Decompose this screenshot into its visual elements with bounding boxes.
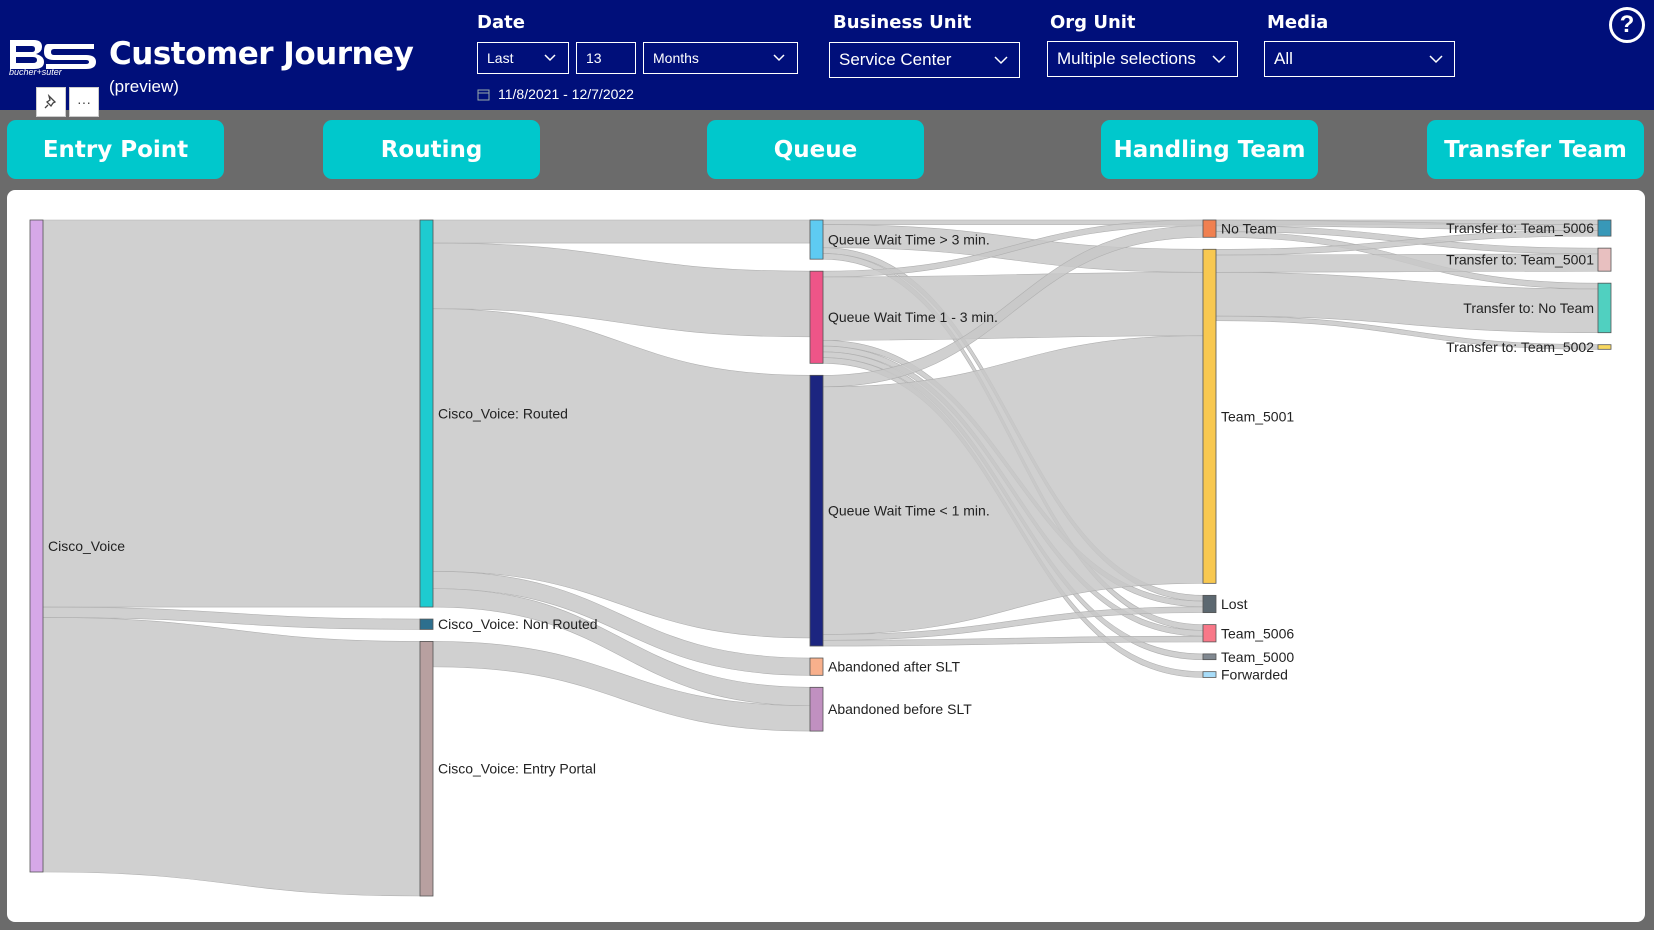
stage-transfer-team: Transfer Team <box>1427 120 1644 179</box>
sankey-label-nonrouted: Cisco_Voice: Non Routed <box>438 616 598 632</box>
pin-button[interactable] <box>36 87 66 117</box>
sankey-label-noteam: No Team <box>1221 221 1277 237</box>
pin-icon <box>44 94 57 109</box>
business-unit-value: Service Center <box>839 50 952 69</box>
sankey-node-portal[interactable] <box>419 641 434 897</box>
sankey-node-noteam[interactable] <box>1202 219 1217 238</box>
page-subtitle: (preview) <box>109 77 179 96</box>
sankey-label-tr5001: Transfer to: Team_5001 <box>1446 252 1594 268</box>
calendar-icon <box>477 89 490 101</box>
sankey-label-fwd: Forwarded <box>1221 667 1288 683</box>
sankey-node-routed[interactable] <box>419 219 434 608</box>
org-unit-select[interactable]: Multiple selections <box>1047 41 1238 77</box>
media-value: All <box>1274 49 1293 68</box>
sankey-node-tr5006[interactable] <box>1597 219 1612 237</box>
sankey-link-cv-portal[interactable] <box>42 617 421 897</box>
sankey-label-abB: Abandoned before SLT <box>828 701 972 717</box>
sankey-label-q1: Queue Wait Time < 1 min. <box>828 503 990 519</box>
sankey-links <box>42 219 1599 897</box>
sankey-label-lost: Lost <box>1221 596 1248 612</box>
more-options-button[interactable]: ··· <box>69 87 99 117</box>
business-unit-select[interactable]: Service Center <box>829 42 1020 78</box>
sankey-label-q3: Queue Wait Time > 3 min. <box>828 232 990 248</box>
date-count-input[interactable]: 13 <box>576 42 636 74</box>
sankey-label-tr5006: Transfer to: Team_5006 <box>1446 220 1594 236</box>
sankey-node-tr5002[interactable] <box>1597 344 1612 350</box>
sankey-node-trno[interactable] <box>1597 282 1612 334</box>
chevron-down-icon <box>773 54 785 62</box>
page-title: Customer Journey <box>109 36 414 72</box>
sankey-chart: Cisco_Voice Cisco_Voice: Routed Cisco_Voic… <box>29 219 1612 897</box>
sankey-node-t5006[interactable] <box>1202 624 1217 643</box>
date-unit-select[interactable]: Months <box>643 42 798 74</box>
date-range-text: 11/8/2021 - 12/7/2022 <box>498 86 634 102</box>
media-select[interactable]: All <box>1264 41 1455 77</box>
business-unit-label: Business Unit <box>833 12 972 33</box>
chevron-down-icon <box>1212 55 1226 64</box>
chevron-down-icon <box>994 56 1008 65</box>
date-unit-value: Months <box>653 50 699 66</box>
sankey-node-abA[interactable] <box>809 657 824 676</box>
sankey-label-t5001: Team_5001 <box>1221 408 1294 424</box>
stage-routing: Routing <box>323 120 540 179</box>
svg-text:bucher+suter: bucher+suter <box>9 67 63 76</box>
stage-queue: Queue <box>707 120 924 179</box>
sankey-node-fwd[interactable] <box>1202 671 1217 678</box>
sankey-node-t5000[interactable] <box>1202 653 1217 661</box>
sankey-node-q13[interactable] <box>809 270 824 364</box>
sankey-label-portal: Cisco_Voice: Entry Portal <box>438 761 596 777</box>
sankey-label-trno: Transfer to: No Team <box>1463 300 1594 316</box>
date-mode-value: Last <box>487 50 514 66</box>
date-mode-select[interactable]: Last <box>477 42 569 74</box>
sankey-label-abA: Abandoned after SLT <box>828 659 961 675</box>
stage-entry-point: Entry Point <box>7 120 224 179</box>
help-button[interactable]: ? <box>1609 7 1645 43</box>
media-label: Media <box>1267 12 1329 33</box>
sankey-node-lost[interactable] <box>1202 594 1217 614</box>
stage-handling-team: Handling Team <box>1101 120 1318 179</box>
sankey-node-abB[interactable] <box>809 686 824 732</box>
bucher-suter-logo: bucher+suter <box>9 40 96 76</box>
sankey-label-tr5002: Transfer to: Team_5002 <box>1446 339 1594 355</box>
sankey-canvas: Cisco_Voice Cisco_Voice: Routed Cisco_Voic… <box>7 190 1645 922</box>
chevron-down-icon <box>1429 55 1443 64</box>
sankey-label-t5000: Team_5000 <box>1221 649 1294 665</box>
sankey-label-q13: Queue Wait Time 1 - 3 min. <box>828 309 998 325</box>
sankey-node-q3[interactable] <box>809 219 824 260</box>
sankey-node-t5001[interactable] <box>1202 248 1217 584</box>
chevron-down-icon <box>544 54 556 62</box>
sankey-link-routed-q3[interactable] <box>432 219 811 244</box>
sankey-node-tr5001[interactable] <box>1597 247 1612 272</box>
date-label: Date <box>477 12 525 33</box>
sankey-label-t5006: Team_5006 <box>1221 625 1294 641</box>
sankey-label-routed: Cisco_Voice: Routed <box>438 406 568 422</box>
sankey-node-nonrouted[interactable] <box>419 618 434 630</box>
date-count-value: 13 <box>586 50 602 66</box>
sankey-node-q1[interactable] <box>809 374 824 647</box>
sankey-node-cv[interactable] <box>29 219 44 873</box>
sankey-label-cv: Cisco_Voice <box>48 538 125 554</box>
sankey-nodes: Cisco_Voice Cisco_Voice: Routed Cisco_Voic… <box>29 219 1612 897</box>
org-unit-label: Org Unit <box>1050 12 1136 33</box>
org-unit-value: Multiple selections <box>1057 49 1196 68</box>
header-bar: bucher+suter Customer Journey (preview) … <box>0 0 1654 117</box>
